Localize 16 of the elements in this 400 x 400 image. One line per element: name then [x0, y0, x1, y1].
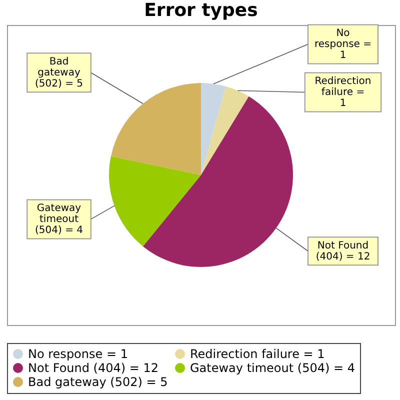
legend-label: Bad gateway (502) = 5: [28, 375, 168, 389]
pie-slice: [142, 96, 293, 267]
slice-label: Redirection failure = 1: [314, 76, 372, 110]
chart-title: Error types: [144, 0, 258, 22]
pie-slice: [109, 156, 201, 246]
legend-label: Gateway timeout (504) = 4: [190, 361, 355, 375]
pie-slice: [110, 83, 201, 175]
slice-label: No response = 1: [314, 28, 372, 62]
legend-label: Not Found (404) = 12: [28, 361, 159, 375]
slice-label: Not Found (404) = 12: [316, 240, 370, 263]
slice-label: Gateway timeout (504) = 4: [35, 203, 83, 236]
legend-label: No response = 1: [28, 347, 128, 361]
legend-label: Redirection failure = 1: [190, 347, 325, 361]
slice-label: Bad gateway (502) = 5: [35, 56, 83, 90]
pie-slice: [201, 86, 249, 175]
pie-slice: [201, 83, 226, 175]
